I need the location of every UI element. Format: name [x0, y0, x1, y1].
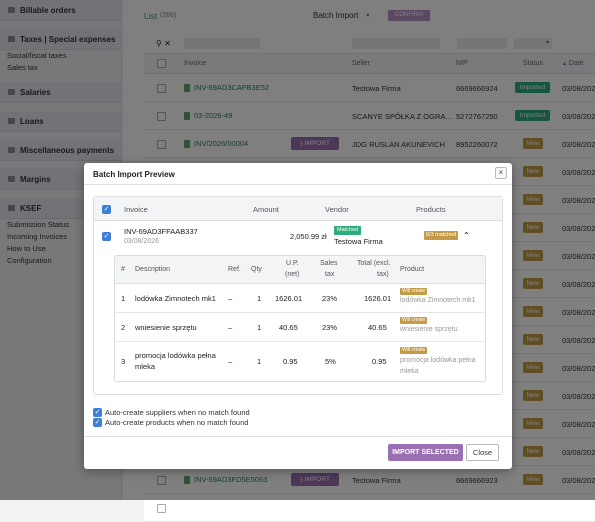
col-amount: Amount — [253, 205, 279, 214]
product-name: lodówka Zimnotech mk1 — [400, 297, 476, 304]
close-icon[interactable]: × — [495, 167, 507, 179]
product-row: 2 wniesienie sprzętu – 1 40.65 23% 40.65… — [115, 313, 485, 342]
col-products: Products — [416, 205, 446, 214]
col-unit-price-sub: (net) — [285, 271, 300, 278]
row-num: 1 — [121, 294, 126, 303]
col-vendor: Vendor — [325, 205, 349, 214]
invoice-number: INV-69AD3FFAAB337 — [124, 227, 198, 236]
import-selected-button[interactable]: IMPORT SELECTED — [388, 444, 463, 461]
row-unit-price: 40.65 — [279, 323, 298, 332]
col-description: Description — [135, 266, 171, 273]
row-description: wniesienie sprzętu — [135, 323, 197, 332]
col-product: Product — [400, 266, 425, 273]
row-sales-tax: 23% — [322, 323, 338, 332]
row-unit-price: 1626.01 — [275, 294, 303, 303]
chevron-up-icon[interactable]: ⌃ — [463, 231, 470, 240]
batch-import-modal: Batch Import Preview × ✓ Invoice Amount … — [84, 163, 512, 469]
preview-table-header: ✓ Invoice Amount Vendor Products — [94, 197, 502, 221]
row-sales-tax: 23% — [322, 294, 338, 303]
row-description-line2: mleka — [135, 362, 156, 371]
close-button[interactable]: Close — [466, 444, 499, 461]
row-description: lodówka Zimnotech mk1 — [135, 294, 216, 303]
row-qty: 1 — [257, 294, 262, 303]
row-num: 2 — [121, 323, 126, 332]
row-total: 0.95 — [372, 357, 387, 366]
col-sales-tax-sub: tax — [325, 271, 335, 278]
col-qty: Qty — [251, 266, 262, 273]
row-ref: – — [228, 323, 233, 332]
row-unit-price: 0.95 — [283, 357, 298, 366]
vendor-matched-badge: Matched — [334, 226, 362, 235]
auto-create-products-option[interactable]: ✓ Auto-create products when no match fou… — [93, 418, 248, 427]
products-matched-badge: 0/3 matched — [424, 231, 459, 240]
invoice-amount: 2,050.99 zł — [290, 232, 327, 241]
auto-create-suppliers-label: Auto-create suppliers when no match foun… — [105, 408, 250, 417]
col-total-sub: tax) — [377, 271, 389, 278]
col-num: # — [121, 266, 125, 273]
modal-footer: IMPORT SELECTED Close — [84, 436, 512, 469]
modal-header: Batch Import Preview × — [84, 163, 512, 185]
products-table: # Description Ref. Qty U.P. (net) Sales … — [114, 255, 486, 382]
modal-title: Batch Import Preview — [93, 170, 175, 179]
row-ref: – — [228, 294, 233, 303]
col-unit-price: U.P. — [286, 260, 299, 267]
product-row: 3 promocja lodówka pełna mleka – 1 0.95 … — [115, 342, 485, 382]
will-create-badge: Will create — [400, 288, 428, 295]
row-checkbox[interactable] — [157, 504, 166, 513]
row-ref: – — [228, 357, 233, 366]
product-row: 1 lodówka Zimnotech mk1 – 1 1626.01 23% … — [115, 284, 485, 313]
invoice-date: 03/08/2026 — [124, 238, 160, 245]
select-all-checkbox[interactable]: ✓ — [102, 205, 111, 214]
vendor-name: Testowa Firma — [334, 237, 383, 246]
auto-create-suppliers-option[interactable]: ✓ Auto-create suppliers when no match fo… — [93, 408, 250, 417]
row-sales-tax: 5% — [325, 357, 336, 366]
row-qty: 1 — [257, 357, 262, 366]
row-num: 3 — [121, 357, 126, 366]
product-name-line2: mleka — [400, 368, 419, 375]
products-table-header: # Description Ref. Qty U.P. (net) Sales … — [115, 256, 485, 284]
col-invoice: Invoice — [124, 205, 148, 214]
auto-create-products-checkbox[interactable]: ✓ — [93, 418, 102, 427]
row-total: 1626.01 — [364, 294, 392, 303]
auto-create-suppliers-checkbox[interactable]: ✓ — [93, 408, 102, 417]
row-total: 40.65 — [368, 323, 387, 332]
product-name: promocja lodówka pełna — [400, 357, 476, 364]
auto-create-products-label: Auto-create products when no match found — [105, 418, 249, 427]
row-description: promocja lodówka pełna — [135, 351, 216, 360]
col-ref: Ref. — [228, 266, 241, 273]
col-total: Total (excl. — [357, 260, 391, 267]
invoice-select-checkbox[interactable]: ✓ — [102, 232, 111, 241]
will-create-badge: Will create — [400, 347, 428, 354]
row-qty: 1 — [257, 323, 262, 332]
preview-invoice-row: ✓ INV-69AD3FFAAB337 03/08/2026 2,050.99 … — [94, 222, 502, 253]
col-sales-tax: Sales — [320, 260, 338, 267]
product-name: wniesienie sprzętu — [400, 326, 458, 333]
will-create-badge: Will create — [400, 317, 428, 324]
